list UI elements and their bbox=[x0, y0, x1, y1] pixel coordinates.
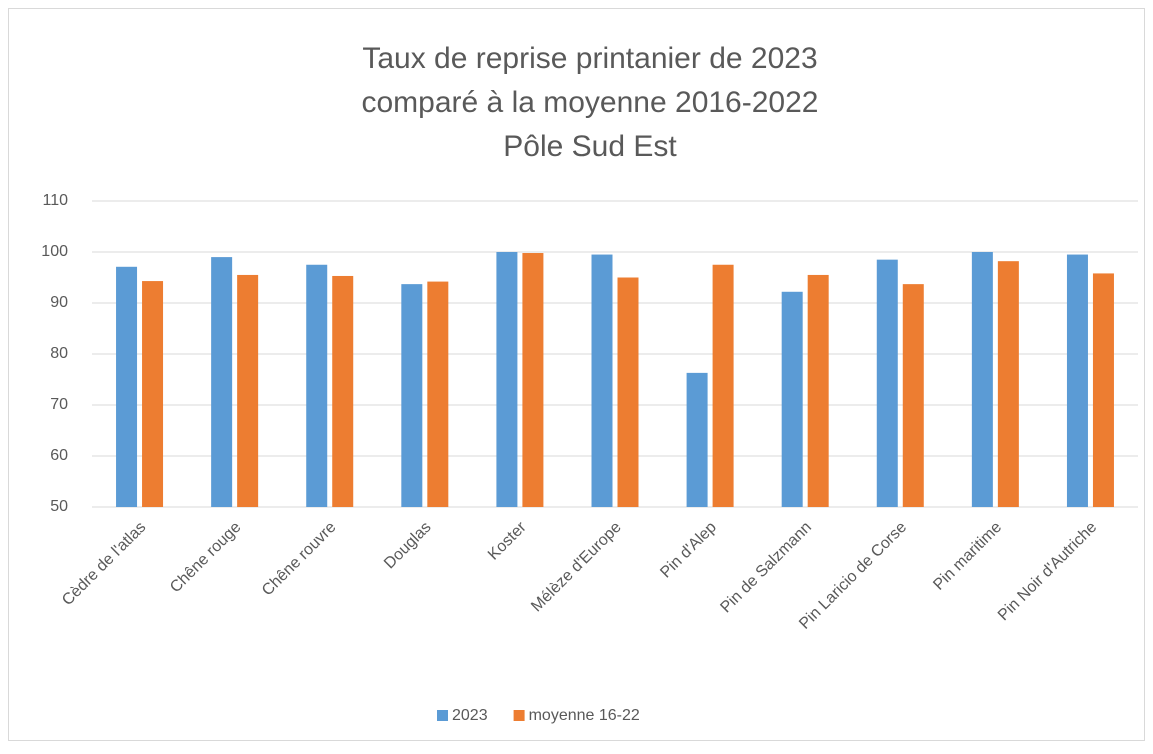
y-tick-label: 50 bbox=[50, 498, 68, 515]
bar bbox=[902, 284, 924, 507]
bar bbox=[1092, 273, 1114, 507]
chart-title: comparé à la moyenne 2016-2022 bbox=[362, 86, 819, 119]
bar bbox=[496, 252, 518, 507]
bar bbox=[116, 266, 138, 507]
legend-label: moyenne 16-22 bbox=[529, 707, 640, 724]
legend-swatch bbox=[437, 710, 448, 721]
bar bbox=[876, 259, 898, 507]
bar bbox=[401, 284, 423, 507]
bar bbox=[142, 281, 164, 507]
y-tick-label: 110 bbox=[42, 192, 68, 209]
legend-swatch bbox=[513, 710, 525, 721]
bar bbox=[997, 261, 1019, 507]
chart-title: Taux de reprise printanier de 2023 bbox=[362, 42, 817, 75]
bar bbox=[237, 274, 259, 507]
bar bbox=[807, 274, 829, 507]
chart-title: Pôle Sud Est bbox=[503, 130, 677, 163]
bar bbox=[211, 257, 233, 507]
legend-label: 2023 bbox=[452, 707, 488, 724]
bar bbox=[332, 275, 354, 507]
y-tick-label: 100 bbox=[41, 243, 68, 260]
bar bbox=[617, 277, 639, 507]
bar bbox=[1066, 254, 1088, 507]
y-tick-label: 60 bbox=[50, 447, 68, 464]
y-tick-label: 80 bbox=[50, 345, 68, 362]
bar bbox=[591, 254, 613, 507]
bar bbox=[427, 281, 449, 507]
bar bbox=[971, 252, 993, 507]
bar bbox=[522, 253, 544, 507]
chart-border bbox=[8, 8, 1145, 741]
bar bbox=[306, 264, 328, 507]
y-tick-label: 70 bbox=[50, 396, 68, 413]
bar bbox=[781, 291, 803, 507]
y-tick-label: 90 bbox=[50, 294, 68, 311]
bar bbox=[686, 372, 708, 507]
bar bbox=[712, 264, 734, 507]
